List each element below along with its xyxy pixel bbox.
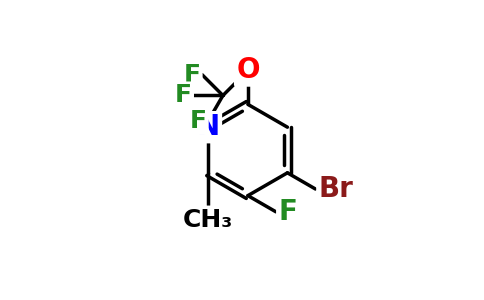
Text: F: F <box>175 83 192 107</box>
Text: N: N <box>197 113 220 141</box>
Text: Br: Br <box>318 175 353 203</box>
Text: F: F <box>278 198 297 226</box>
Text: O: O <box>236 56 259 85</box>
Text: CH₃: CH₃ <box>183 208 233 232</box>
Text: F: F <box>183 63 200 87</box>
Text: F: F <box>190 109 207 133</box>
